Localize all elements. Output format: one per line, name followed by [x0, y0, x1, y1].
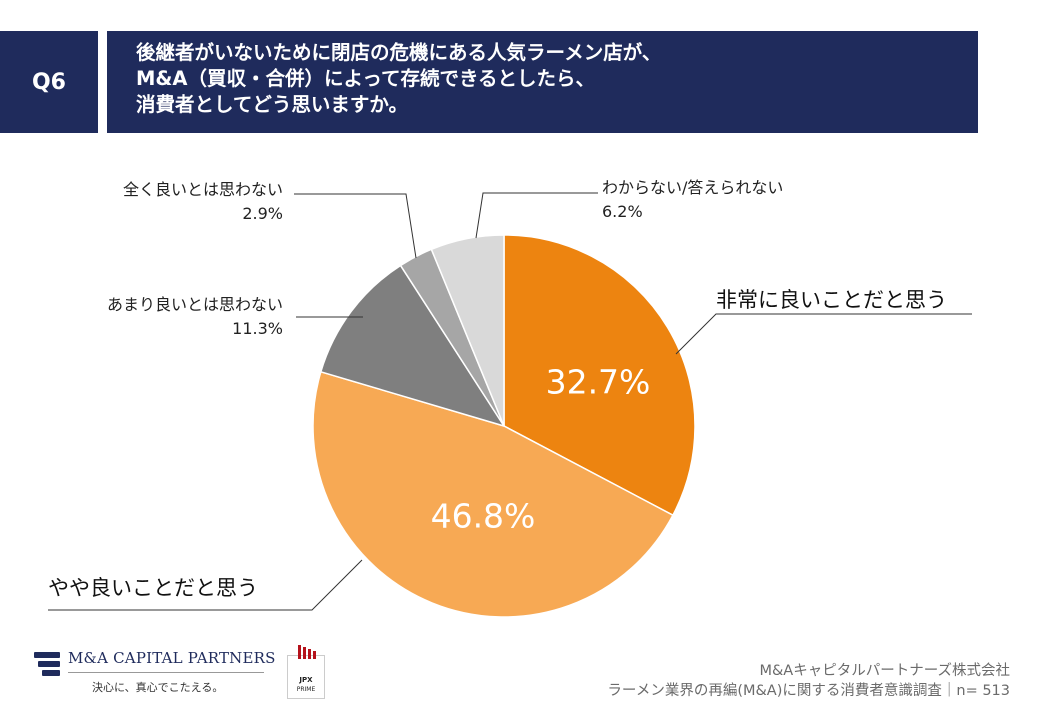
slice-label-value: 6.2% — [602, 202, 643, 221]
company-logo: M&A CAPITAL PARTNERS 決心に、真心でこたえる。 — [34, 648, 276, 708]
slice-not-very-good — [319, 264, 506, 428]
footer-survey: ラーメン業界の再編(M&A)に関する消費者意識調査｜n= 513 — [607, 683, 1010, 699]
question-line: 後継者がいないために閉店の危機にある人気ラーメン店が、 — [136, 41, 662, 64]
logo-mark — [42, 670, 60, 676]
slice-very-good — [503, 234, 696, 517]
slice-label-value: 2.9% — [242, 204, 283, 223]
logo-divider — [68, 672, 264, 673]
question-line: 消費者としてどう思いますか。 — [136, 93, 409, 116]
leader-very-good — [675, 313, 972, 355]
leader-not-at-all-good — [294, 193, 417, 259]
jpx-label: JPX — [299, 676, 313, 684]
slice-dont-know — [430, 234, 505, 427]
slice-value-somewhat-good: 46.8% — [430, 496, 536, 536]
jpx-prime-badge: JPX PRIME — [287, 645, 325, 699]
logo-company-name: M&A CAPITAL PARTNERS — [68, 649, 276, 667]
question-text: 後継者がいないために閉店の危機にある人気ラーメン店が、 M&A（買収・合併）によ… — [107, 31, 978, 133]
footer-company: M&Aキャピタルパートナーズ株式会社 — [759, 663, 1010, 679]
question-line: M&A（買収・合併）によって存続できるとしたら、 — [136, 67, 596, 90]
slice-label-not-very-good: あまり良いとは思わない 11.3% — [107, 293, 283, 341]
slice-value-very-good: 32.7% — [545, 362, 651, 402]
slice-label-text: 全く良いとは思わない — [122, 180, 283, 199]
slice-label-very-good: 非常に良いことだと思う — [716, 288, 947, 312]
question-number: Q6 — [0, 31, 98, 133]
slice-label-dont-know: わからない/答えられない 6.2% — [602, 176, 783, 224]
leader-dont-know — [475, 192, 598, 239]
slice-label-not-at-all-good: 全く良いとは思わない 2.9% — [123, 178, 283, 226]
slice-label-text: わからない/答えられない — [602, 178, 784, 197]
leader-somewhat-good — [48, 559, 363, 611]
slice-label-value: 11.3% — [232, 319, 283, 338]
slice-label-somewhat-good: やや良いことだと思う — [48, 576, 258, 600]
logo-tagline: 決心に、真心でこたえる。 — [92, 681, 224, 694]
logo-mark — [34, 652, 60, 658]
prime-label: PRIME — [296, 686, 316, 693]
logo-mark — [38, 661, 60, 667]
slice-somewhat-good — [312, 370, 674, 618]
slice-label-text: あまり良いとは思わない — [106, 295, 283, 314]
footer: M&Aキャピタルパートナーズ株式会社 ラーメン業界の再編(M&A)に関する消費者… — [607, 661, 1010, 701]
